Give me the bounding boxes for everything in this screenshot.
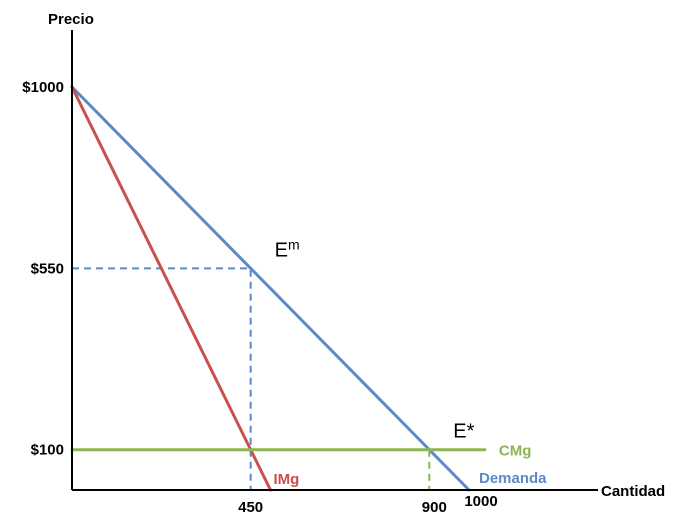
- annotation-superscript: m: [288, 236, 300, 252]
- x-tick-label: 1000: [464, 493, 497, 510]
- annotation-monopoly: Em: [275, 236, 300, 261]
- x-axis-label: Cantidad: [601, 483, 665, 500]
- y-tick-label: $1000: [22, 79, 64, 96]
- y-axis-label: Precio: [48, 11, 94, 28]
- series-lines: [70, 85, 487, 492]
- y-tick-label: $100: [31, 442, 64, 459]
- annotations: Em E*: [275, 236, 475, 442]
- series-label-demanda: Demanda: [479, 470, 547, 487]
- y-tick-label: $550: [31, 260, 64, 277]
- series-label-img: IMg: [274, 471, 300, 488]
- tick-labels: $1000 $550 $100 450 900 1000: [22, 79, 497, 514]
- series-label-cmg: CMg: [499, 443, 532, 460]
- series-line-demanda: [70, 85, 471, 492]
- series-line-img: [70, 85, 272, 492]
- guide-line-1: [72, 267, 252, 490]
- annotation-competitive: E*: [453, 421, 474, 443]
- x-tick-label: 450: [238, 499, 263, 514]
- guide-lines: [72, 267, 431, 490]
- series-labels: Demanda IMg CMg: [274, 443, 548, 488]
- x-tick-label: 900: [422, 499, 447, 514]
